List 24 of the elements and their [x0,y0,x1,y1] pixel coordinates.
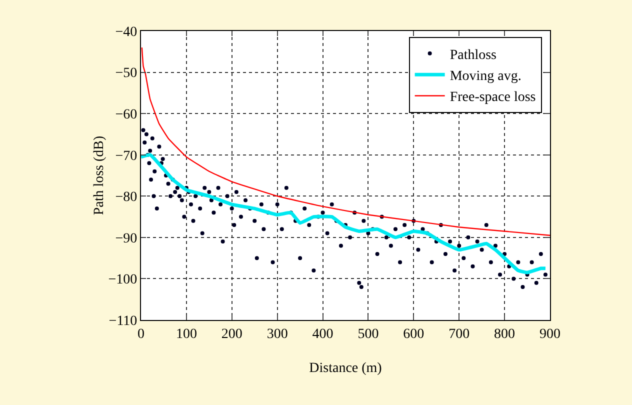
y-tick-label: −70 [115,148,138,164]
x-tick-label: 400 [312,326,334,342]
y-axis-title: Path loss (dB) [92,135,107,216]
y-tick-label: −110 [108,314,138,329]
x-tick-label: 200 [221,326,242,342]
x-tick-label: 700 [448,326,470,342]
legend-label: Moving avg. [450,69,522,84]
x-tick-label: 0 [138,326,144,342]
y-tick-label: −50 [115,66,138,82]
y-tick-label: −60 [115,107,138,122]
x-tick-label: 600 [403,326,424,342]
x-tick-label: 500 [358,326,379,342]
x-tick-label: 800 [494,326,516,342]
line-series [141,46,550,236]
x-axis-title: Distance (m) [309,361,382,376]
x-tick-label: 900 [540,326,560,342]
y-tick-label: −80 [115,190,138,206]
legend-label: Pathloss [450,48,497,63]
y-tick-label: −90 [115,231,138,246]
legend-label: Free-space loss [450,90,536,106]
x-tick-label: 300 [266,326,288,342]
y-tick-label: −40 [115,24,138,40]
y-tick-label: −100 [108,272,138,288]
x-tick-label: 100 [176,326,197,342]
